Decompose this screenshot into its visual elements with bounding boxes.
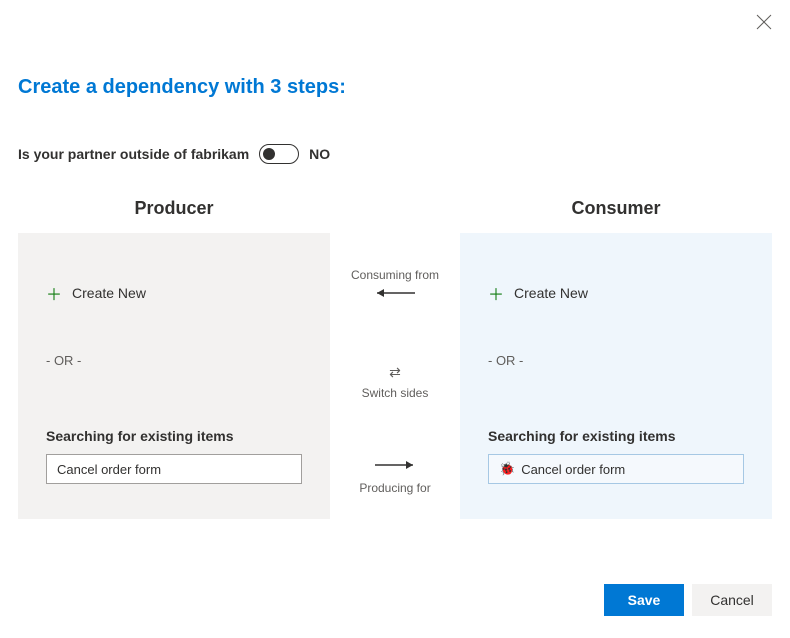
consumer-search-input-wrap[interactable]: 🐞 — [488, 454, 744, 484]
producer-panel: ＋ Create New - OR - Searching for existi… — [18, 233, 330, 519]
plus-icon: ＋ — [488, 281, 504, 305]
consumer-side: Consumer ＋ Create New - OR - Searching f… — [460, 198, 772, 519]
producer-create-new[interactable]: ＋ Create New — [46, 281, 146, 305]
consumer-search-label: Searching for existing items — [488, 428, 744, 444]
dialog-footer: Save Cancel — [604, 584, 772, 616]
producer-title: Producer — [18, 198, 330, 219]
consumer-panel: ＋ Create New - OR - Searching for existi… — [460, 233, 772, 519]
dependency-panels: Producer ＋ Create New - OR - Searching f… — [18, 198, 772, 519]
producer-search-input[interactable] — [57, 462, 291, 477]
outside-partner-toggle[interactable] — [259, 144, 299, 164]
consumer-or-label: - OR - — [488, 353, 744, 368]
arrow-left-icon — [373, 286, 417, 300]
consumer-title: Consumer — [460, 198, 772, 219]
switch-sides-group[interactable]: ⇄ Switch sides — [362, 364, 429, 400]
middle-connectors: Consuming from ⇄ Switch sides Producing … — [330, 198, 460, 519]
save-button[interactable]: Save — [604, 584, 684, 616]
producer-search-input-wrap[interactable] — [46, 454, 302, 484]
page-title: Create a dependency with 3 steps: — [18, 76, 346, 99]
toggle-knob — [263, 148, 275, 160]
close-icon[interactable] — [756, 14, 772, 30]
producer-search-label: Searching for existing items — [46, 428, 302, 444]
consumer-create-new[interactable]: ＋ Create New — [488, 281, 588, 305]
company-name: fabrikam — [191, 146, 249, 162]
consumer-search-input[interactable] — [521, 462, 733, 477]
producing-for-group: Producing for — [359, 458, 430, 495]
consuming-from-group: Consuming from — [351, 268, 439, 305]
producer-side: Producer ＋ Create New - OR - Searching f… — [18, 198, 330, 519]
producing-for-label: Producing for — [359, 481, 430, 495]
cancel-button[interactable]: Cancel — [692, 584, 772, 616]
swap-icon: ⇄ — [389, 364, 401, 380]
producer-or-label: - OR - — [46, 353, 302, 368]
bug-icon: 🐞 — [499, 461, 515, 477]
arrow-right-icon — [373, 458, 417, 472]
partner-question-row: Is your partner outside of fabrikam NO — [18, 144, 330, 164]
plus-icon: ＋ — [46, 281, 62, 305]
consuming-from-label: Consuming from — [351, 268, 439, 282]
partner-question-text: Is your partner outside of — [18, 146, 187, 162]
producer-create-new-label: Create New — [72, 285, 146, 301]
consumer-create-new-label: Create New — [514, 285, 588, 301]
toggle-state-label: NO — [309, 146, 330, 162]
switch-sides-label: Switch sides — [362, 386, 429, 400]
